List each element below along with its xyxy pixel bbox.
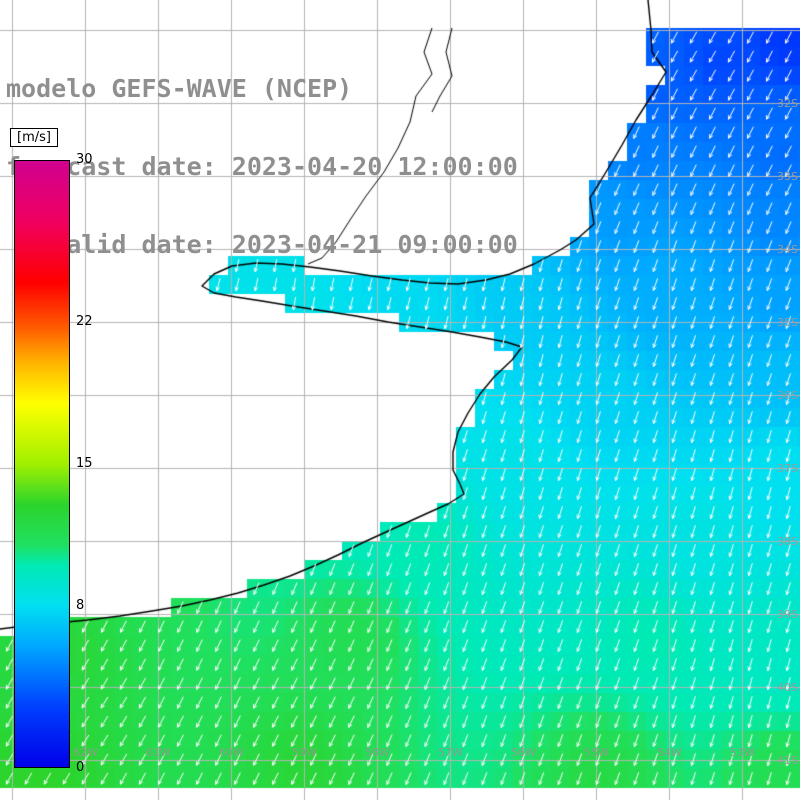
valid-date-label: valid date: 2023-04-21 09:00:00 <box>6 230 518 259</box>
map-title-block: modelo GEFS-WAVE (NCEP) forecast date: 2… <box>6 24 518 310</box>
colorbar-units-label: [m/s] <box>10 128 58 147</box>
model-title: modelo GEFS-WAVE (NCEP) <box>6 74 353 103</box>
colorbar-gradient <box>15 161 69 767</box>
forecast-date-label: forecast date: 2023-04-20 12:00:00 <box>6 152 518 181</box>
colorbar <box>14 160 70 768</box>
